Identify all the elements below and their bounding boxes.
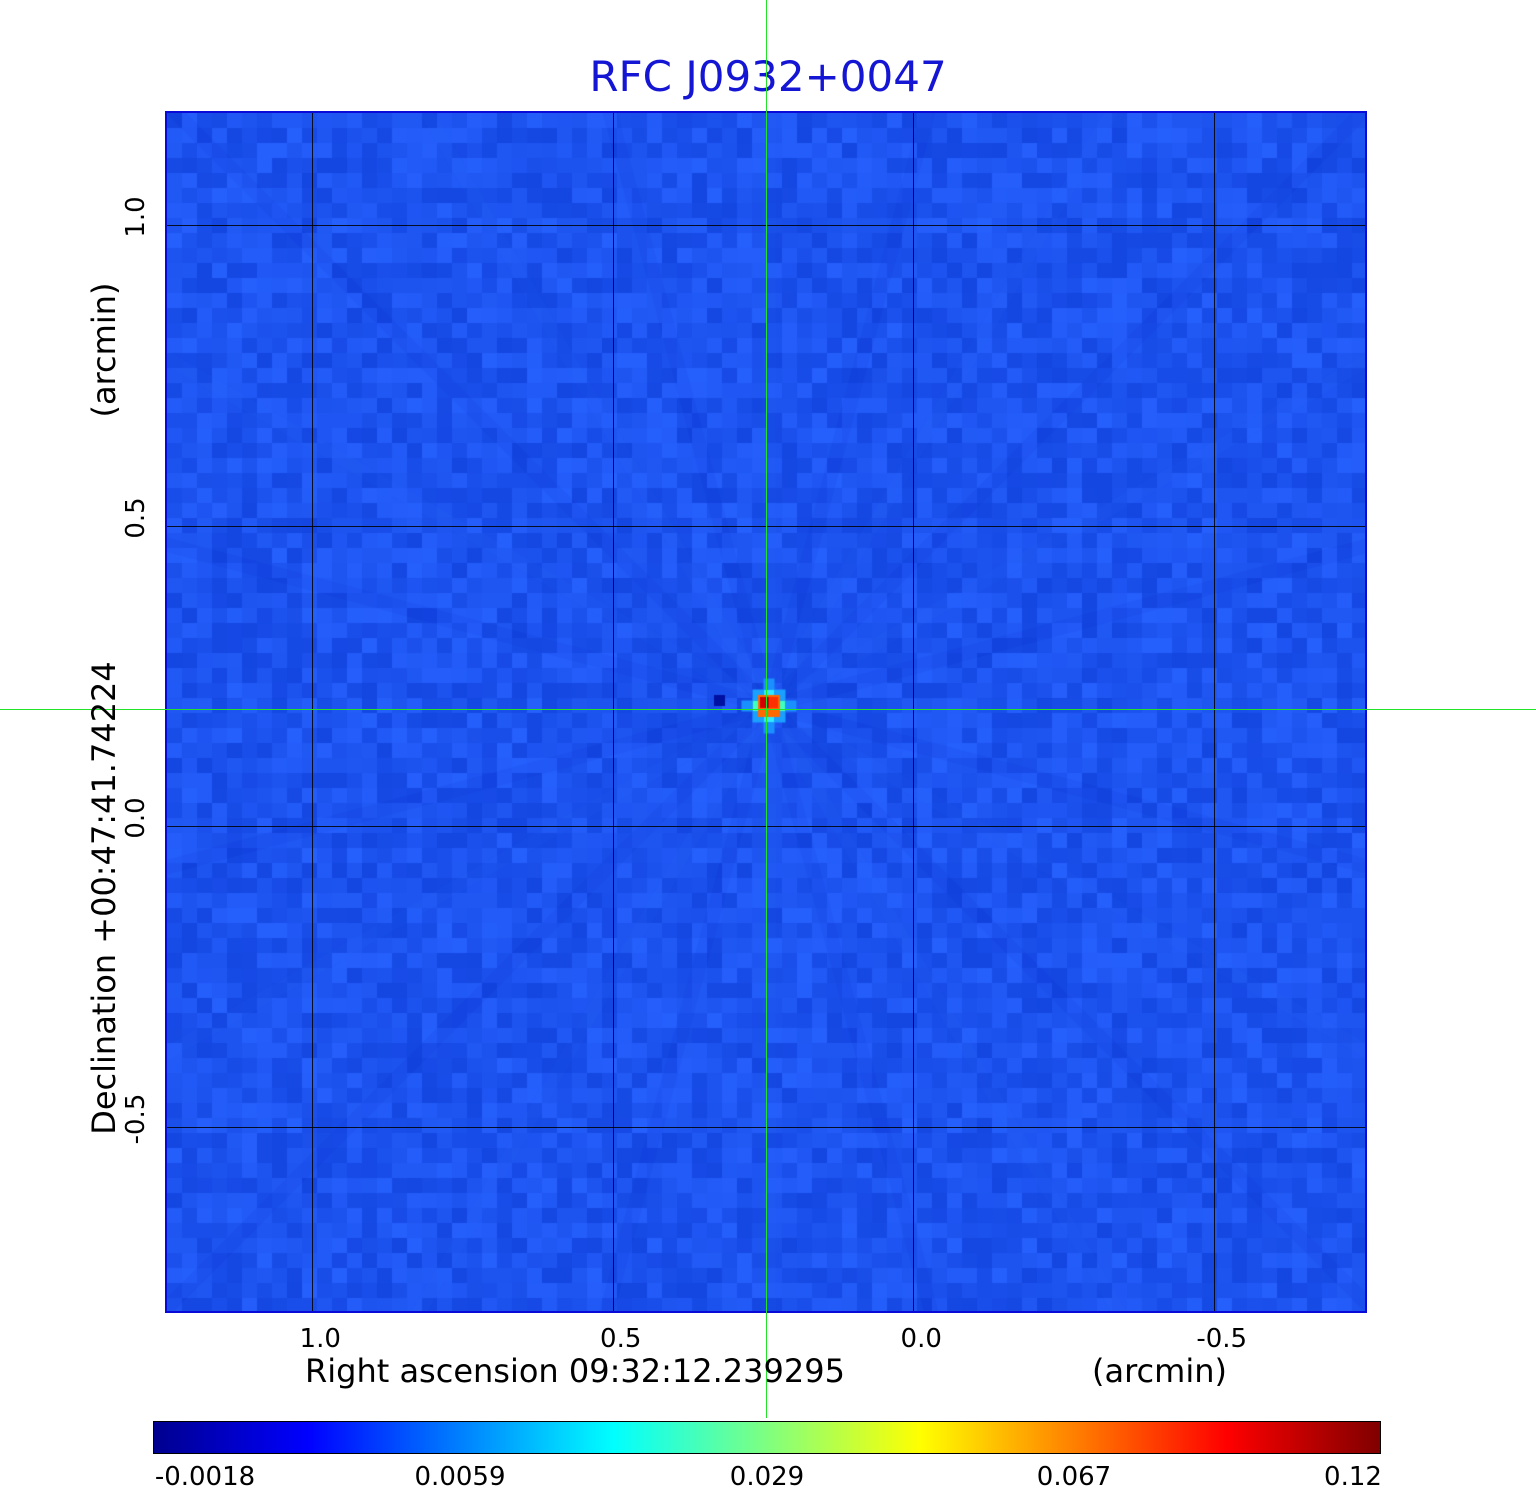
colorbar-tick-label: 0.0059 (414, 1462, 506, 1492)
x-tick-label: 0.0 (900, 1324, 942, 1354)
y-tick-label: 1.0 (121, 196, 151, 238)
y-axis-label: Declination +00:47:41.74224 (85, 661, 123, 1135)
map-title: RFC J0932+0047 (589, 52, 947, 101)
colorbar (153, 1421, 1381, 1454)
x-axis-unit: (arcmin) (1092, 1352, 1227, 1390)
y-axis-unit: (arcmin) (85, 282, 123, 418)
y-tick-label: 0.5 (121, 497, 151, 539)
grid-line-ra-0 (312, 113, 314, 1311)
colorbar-tick-label: 0.12 (1324, 1462, 1382, 1492)
colorbar-tick-label: 0.029 (729, 1462, 805, 1492)
x-tick-label: 1.0 (299, 1324, 341, 1354)
y-tick-label: 0.0 (121, 797, 151, 839)
grid-line-ra-1 (612, 113, 614, 1311)
grid-line-ra-2 (913, 113, 915, 1311)
x-axis-label: Right ascension 09:32:12.239295 (305, 1352, 845, 1390)
x-tick-label: -0.5 (1196, 1324, 1248, 1354)
x-tick-label: 0.5 (600, 1324, 642, 1354)
colorbar-tick-label: 0.067 (1036, 1462, 1112, 1492)
crosshair-horizontal (0, 709, 1536, 710)
colorbar-tick-label: -0.0018 (154, 1462, 256, 1492)
y-tick-label: -0.5 (121, 1093, 151, 1145)
grid-line-ra-3 (1213, 113, 1215, 1311)
